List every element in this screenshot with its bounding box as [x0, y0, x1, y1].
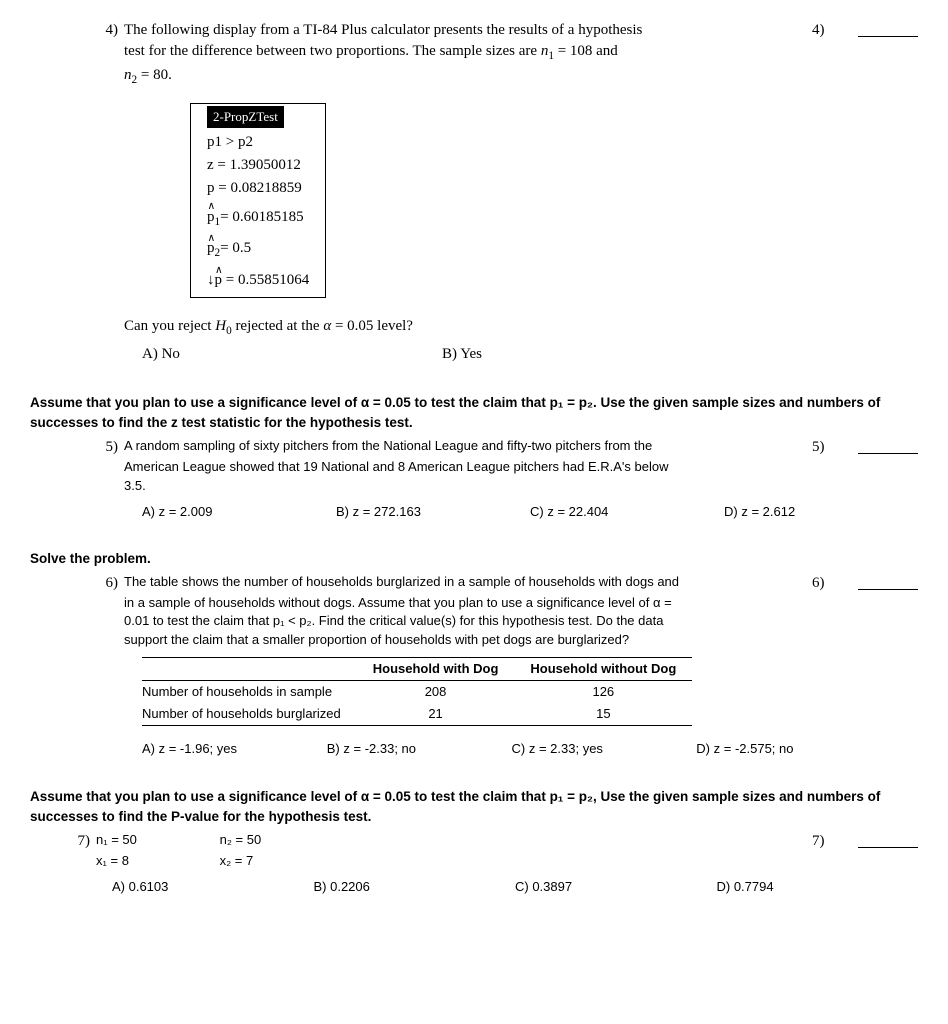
q4-option-b[interactable]: B) Yes: [442, 344, 482, 365]
q6-header-row: 6) The table shows the number of househo…: [30, 573, 918, 594]
calc-l5-eq: = 0.5: [220, 240, 251, 256]
calc-l1: p1 > p2: [191, 131, 325, 154]
q4-line2: test for the difference between two prop…: [124, 43, 541, 59]
q6-marker: 6): [812, 573, 852, 594]
q7-number: 7): [30, 831, 96, 852]
calc-l5: p2= 0.5: [191, 237, 325, 263]
q7-option-c[interactable]: C) 0.3897: [515, 878, 717, 896]
q4-n1-eq: = 108 and: [554, 43, 618, 59]
q4-line1: The following display from a TI-84 Plus …: [124, 22, 642, 38]
q5-line1: A random sampling of sixty pitchers from…: [124, 438, 652, 453]
q6-line4: support the claim that a smaller proport…: [124, 631, 918, 649]
table-row-sample: Number of households in sample 208 126: [142, 681, 692, 704]
table-row-burglarized: Number of households burglarized 21 15: [142, 703, 692, 726]
section-pvalue-header: Assume that you plan to use a significan…: [30, 787, 918, 828]
q7-header-row: 7) n₁ = 50 n₂ = 50 7): [30, 831, 918, 852]
q6-body: The table shows the number of households…: [124, 573, 812, 591]
q4-body: The following display from a TI-84 Plus …: [124, 20, 812, 41]
q4-header-row: 4) The following display from a TI-84 Pl…: [30, 20, 918, 41]
q5-answer-blank[interactable]: [858, 437, 918, 454]
q7-body: n₁ = 50 n₂ = 50: [96, 831, 812, 849]
table-header-row: Household with Dog Household without Dog: [142, 657, 692, 680]
q7-option-b[interactable]: B) 0.2206: [314, 878, 516, 896]
q5-options: A) z = 2.009 B) z = 272.163 C) z = 22.40…: [142, 503, 918, 521]
q6-option-b[interactable]: B) z = -2.33; no: [327, 740, 512, 758]
q4-option-a[interactable]: A) No: [142, 344, 442, 365]
q5-option-b[interactable]: B) z = 272.163: [336, 503, 530, 521]
calc-p2hat: p: [207, 241, 215, 256]
r2c1: Number of households burglarized: [142, 703, 357, 726]
th-without-dog: Household without Dog: [514, 657, 692, 680]
q6-answer-blank[interactable]: [858, 573, 918, 590]
calc-l6-eq: = 0.55851064: [222, 272, 309, 288]
q4-sub-l2: rejected at the: [232, 318, 324, 334]
q6-option-a[interactable]: A) z = -1.96; yes: [142, 740, 327, 758]
q7-marker: 7): [812, 831, 852, 852]
calc-arrow-icon: ↓: [207, 272, 215, 288]
question-7: 7) n₁ = 50 n₂ = 50 7) x₁ = 8 x₂ = 7 A) 0…: [30, 831, 918, 896]
question-4: 4) The following display from a TI-84 Pl…: [30, 20, 918, 365]
q5-line3: 3.5.: [124, 477, 918, 495]
q4-h0-h: H: [215, 318, 226, 334]
q4-line3-wrap: n2 = 80.: [124, 65, 918, 89]
question-6: 6) The table shows the number of househo…: [30, 573, 918, 758]
q7-n1: n₁ = 50: [96, 831, 216, 849]
calc-title: 2-PropZTest: [207, 106, 284, 128]
q7-x2: x₂ = 7: [220, 852, 340, 870]
q4-answer-blank[interactable]: [858, 20, 918, 37]
r1c3: 126: [514, 681, 692, 704]
q5-body: A random sampling of sixty pitchers from…: [124, 437, 812, 455]
r2c2: 21: [357, 703, 515, 726]
section-ztest-header: Assume that you plan to use a significan…: [30, 393, 918, 434]
q4-sub-l3: = 0.05 level?: [331, 318, 413, 334]
q7-options: A) 0.6103 B) 0.2206 C) 0.3897 D) 0.7794: [112, 878, 918, 896]
q4-line2-wrap: test for the difference between two prop…: [124, 41, 918, 65]
section-solve-header: Solve the problem.: [30, 549, 918, 569]
q6-table: Household with Dog Household without Dog…: [142, 657, 692, 727]
th-blank: [142, 657, 357, 680]
q6-line3: 0.01 to test the claim that p₁ < p₂. Fin…: [124, 612, 918, 630]
calc-l3: p = 0.08218859: [191, 177, 325, 200]
q5-option-c[interactable]: C) z = 22.404: [530, 503, 724, 521]
q7-option-d[interactable]: D) 0.7794: [717, 878, 919, 896]
q4-options: A) No B) Yes: [142, 344, 918, 365]
q6-option-d[interactable]: D) z = -2.575; no: [696, 740, 918, 758]
r2c3: 15: [514, 703, 692, 726]
q6-line1: The table shows the number of households…: [124, 574, 679, 589]
q7-x1: x₁ = 8: [96, 852, 216, 870]
q6-number: 6): [30, 573, 124, 594]
q4-number: 4): [30, 20, 124, 41]
q5-option-d[interactable]: D) z = 2.612: [724, 503, 918, 521]
q7-answer-blank[interactable]: [858, 831, 918, 848]
q5-header-row: 5) A random sampling of sixty pitchers f…: [30, 437, 918, 458]
calc-l4: p1= 0.60185185: [191, 206, 325, 232]
q5-line2: American League showed that 19 National …: [124, 458, 918, 476]
q4-sub-l1: Can you reject: [124, 318, 215, 334]
q5-number: 5): [30, 437, 124, 458]
q4-subquestion: Can you reject H0 rejected at the α = 0.…: [124, 316, 918, 340]
calculator-display: 2-PropZTest p1 > p2 z = 1.39050012 p = 0…: [190, 103, 326, 299]
q4-marker: 4): [812, 20, 852, 41]
calc-l2: z = 1.39050012: [191, 154, 325, 177]
calc-l6: ↓p = 0.55851064: [191, 269, 325, 297]
th-with-dog: Household with Dog: [357, 657, 515, 680]
calc-l4-eq: = 0.60185185: [220, 209, 303, 225]
q6-line2: in a sample of households without dogs. …: [124, 594, 918, 612]
calc-phat: p: [215, 273, 223, 288]
q4-n2-var: n: [124, 67, 132, 83]
r1c2: 208: [357, 681, 515, 704]
q4-alpha: α: [323, 318, 331, 334]
q5-marker: 5): [812, 437, 852, 458]
calc-p1hat: p: [207, 210, 215, 225]
q7-option-a[interactable]: A) 0.6103: [112, 878, 314, 896]
q5-option-a[interactable]: A) z = 2.009: [142, 503, 336, 521]
q6-options: A) z = -1.96; yes B) z = -2.33; no C) z …: [142, 740, 918, 758]
q6-option-c[interactable]: C) z = 2.33; yes: [512, 740, 697, 758]
r1c1: Number of households in sample: [142, 681, 357, 704]
q7-n2: n₂ = 50: [220, 831, 340, 849]
question-5: 5) A random sampling of sixty pitchers f…: [30, 437, 918, 521]
q7-given-row2: x₁ = 8 x₂ = 7: [96, 852, 918, 870]
q4-n2-eq: = 80.: [137, 67, 172, 83]
